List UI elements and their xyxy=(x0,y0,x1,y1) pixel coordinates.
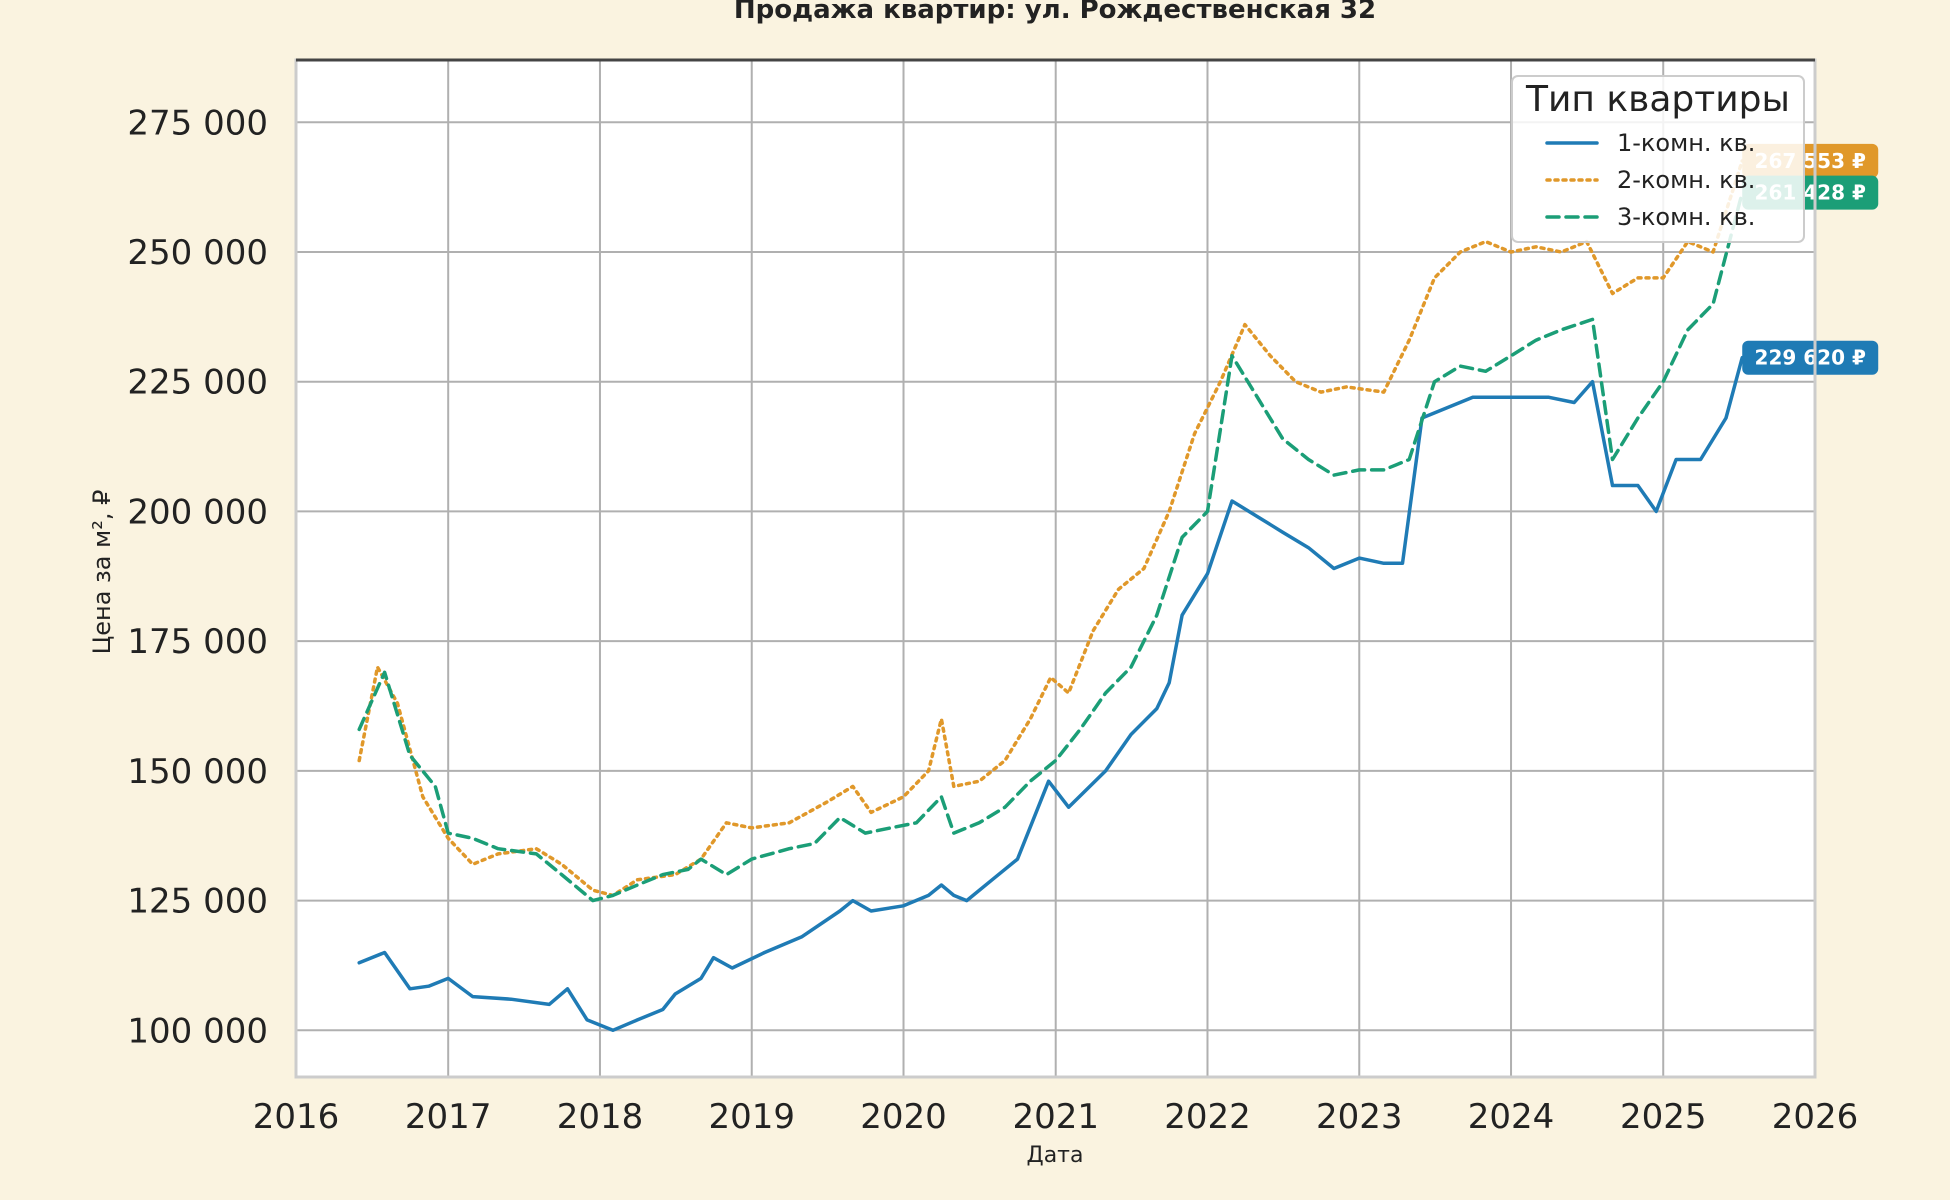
y-tick-label: 100 000 xyxy=(127,1011,268,1051)
y-tick-label: 250 000 xyxy=(127,233,268,273)
y-tick-label: 150 000 xyxy=(127,752,268,792)
y-tick-label: 200 000 xyxy=(127,492,268,532)
legend-entry: 3-комн. кв. xyxy=(1617,203,1755,231)
x-tick-label: 2022 xyxy=(1164,1097,1251,1137)
x-tick-label: 2021 xyxy=(1012,1097,1099,1137)
chart-title: Продажа квартир: ул. Рождественская 32 xyxy=(734,0,1376,25)
x-tick-label: 2020 xyxy=(860,1097,947,1137)
x-tick-label: 2017 xyxy=(405,1097,492,1137)
axes: 2016 2017 2018 2019 2020 2021 2022 2023 2024 2025… xyxy=(127,103,1858,1137)
legend-entry: 1-комн. кв. xyxy=(1617,129,1755,157)
x-tick-label: 2019 xyxy=(708,1097,795,1137)
legend: Тип квартиры 1-комн. кв. 2-комн. кв. 3-комн… xyxy=(1511,75,1805,243)
series-lines xyxy=(357,159,1744,1033)
series-line xyxy=(357,355,1744,1033)
x-tick-label: 2016 xyxy=(253,1097,340,1137)
x-tick-label: 2024 xyxy=(1468,1097,1555,1137)
legend-box xyxy=(1511,75,1805,243)
end-value-label: 229 620 ₽ xyxy=(1742,340,1879,375)
legend-title: Тип квартиры xyxy=(1525,79,1790,120)
y-tick-label: 125 000 xyxy=(127,882,268,922)
x-axis-label: Дата xyxy=(1027,1143,1084,1168)
y-axis-label: Цена за м², ₽ xyxy=(88,490,116,655)
end-label-text: 229 620 ₽ xyxy=(1755,346,1866,370)
x-tick-label: 2026 xyxy=(1772,1097,1859,1137)
legend-entry: 2-комн. кв. xyxy=(1617,166,1755,194)
y-tick-label: 275 000 xyxy=(127,103,268,143)
y-tick-label: 175 000 xyxy=(127,622,268,662)
end-label-box xyxy=(1742,340,1879,375)
series-line xyxy=(357,159,1744,898)
x-tick-label: 2018 xyxy=(557,1097,644,1137)
series-line xyxy=(357,190,1744,903)
x-tick-label: 2023 xyxy=(1316,1097,1403,1137)
y-tick-label: 225 000 xyxy=(127,363,268,403)
x-tick-label: 2025 xyxy=(1620,1097,1707,1137)
